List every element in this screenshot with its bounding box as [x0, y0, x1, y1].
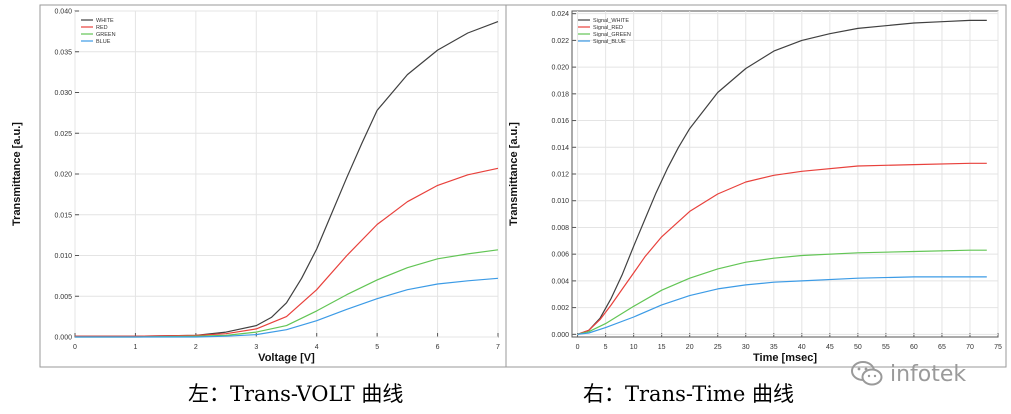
- series-line-signal_red: [577, 162, 987, 335]
- y-axis-label: Transmittance [a.u.]: [11, 122, 23, 226]
- y-tick-label: 0.030: [54, 90, 72, 97]
- y-tick-label: 0.024: [551, 11, 569, 18]
- y-tick-label: 0.012: [551, 172, 569, 179]
- x-tick-label: 50: [854, 344, 862, 351]
- y-tick-label: 0.005: [54, 294, 72, 301]
- legend-label: Signal_WHITE: [593, 18, 629, 24]
- x-tick-label: 0: [73, 344, 77, 351]
- y-tick-label: 0.000: [54, 335, 72, 342]
- x-tick-label: 6: [436, 344, 440, 351]
- x-tick-label: 0: [576, 344, 580, 351]
- legend-label: Signal_RED: [593, 25, 623, 31]
- y-tick-label: 0.040: [54, 9, 72, 16]
- legend-label: Signal_GREEN: [593, 32, 631, 38]
- legend-label: GREEN: [96, 32, 116, 38]
- x-axis-label: Voltage [V]: [258, 352, 315, 364]
- y-tick-label: 0.020: [54, 172, 72, 179]
- y-axis-label: Transmittance [a.u.]: [508, 122, 520, 226]
- chart-trans-volt: 0 1 2 3 4 5 6 7 0.000 0.005 0.010 0.015 0.020 0.025 0.…: [11, 4, 508, 368]
- x-tick-label: 25: [714, 344, 722, 351]
- x-tick-label: 10: [630, 344, 638, 351]
- x-tick-label: 4: [315, 344, 319, 351]
- x-tick-label: 60: [910, 344, 918, 351]
- y-tick-label: 0.008: [551, 225, 569, 232]
- x-tick-label: 20: [686, 344, 694, 351]
- series-line-signal_white: [577, 19, 987, 335]
- y-tick-label: 0.022: [551, 38, 569, 45]
- caption-trans-time: 右：Trans-Time 曲线: [583, 382, 794, 406]
- y-tick-label: 0.002: [551, 305, 569, 312]
- x-tick-label: 3: [254, 344, 258, 351]
- x-tick-label: 5: [604, 344, 608, 351]
- x-tick-label: 70: [966, 344, 974, 351]
- series-line-blue: [75, 277, 499, 338]
- x-tick-label: 40: [798, 344, 806, 351]
- x-tick-label: 30: [742, 344, 750, 351]
- x-axis-label: Time [msec]: [753, 352, 817, 364]
- series-line-red: [75, 167, 499, 337]
- series-line-green: [75, 249, 499, 338]
- legend-label: Signal_BLUE: [593, 39, 626, 45]
- y-tick-label: 0.015: [54, 212, 72, 219]
- watermark: infotek: [850, 360, 966, 388]
- y-tick-label: 0.018: [551, 91, 569, 98]
- y-tick-label: 0.010: [54, 253, 72, 260]
- y-tick-label: 0.025: [54, 131, 72, 138]
- x-tick-label: 7: [496, 344, 500, 351]
- y-tick-label: 0.000: [551, 332, 569, 339]
- legend-label: BLUE: [96, 39, 111, 45]
- y-tick-label: 0.006: [551, 252, 569, 259]
- x-tick-label: 2: [194, 344, 198, 351]
- legend-label: WHITE: [96, 18, 114, 24]
- y-tick-label: 0.014: [551, 145, 569, 152]
- y-tick-label: 0.004: [551, 278, 569, 285]
- y-tick-label: 0.016: [551, 118, 569, 125]
- x-tick-label: 55: [882, 344, 890, 351]
- x-tick-label: 65: [938, 344, 946, 351]
- x-tick-label: 75: [994, 344, 1002, 351]
- x-tick-label: 1: [133, 344, 137, 351]
- wechat-icon: [851, 361, 883, 386]
- y-tick-label: 0.010: [551, 198, 569, 205]
- x-tick-label: 35: [770, 344, 778, 351]
- caption-trans-volt: 左：Trans-VOLT 曲线: [188, 382, 404, 406]
- series-line-white: [75, 21, 499, 337]
- legend-label: RED: [96, 25, 108, 31]
- watermark-text: infotek: [890, 361, 967, 387]
- series-line-signal_blue: [577, 276, 987, 335]
- x-tick-label: 45: [826, 344, 834, 351]
- y-tick-label: 0.020: [551, 65, 569, 72]
- x-tick-label: 15: [658, 344, 666, 351]
- figure-canvas: 0 1 2 3 4 5 6 70.0000.0050.0100.0150.0200.0250.…: [11, 4, 1007, 368]
- y-tick-label: 0.035: [54, 49, 72, 56]
- series-line-signal_green: [577, 249, 987, 335]
- chart-trans-time: 0 5 10 15 20 25 30 35 40 45 50 55 60 65 70 75 0.000 0.002…: [505, 4, 1007, 368]
- x-tick-label: 5: [375, 344, 379, 351]
